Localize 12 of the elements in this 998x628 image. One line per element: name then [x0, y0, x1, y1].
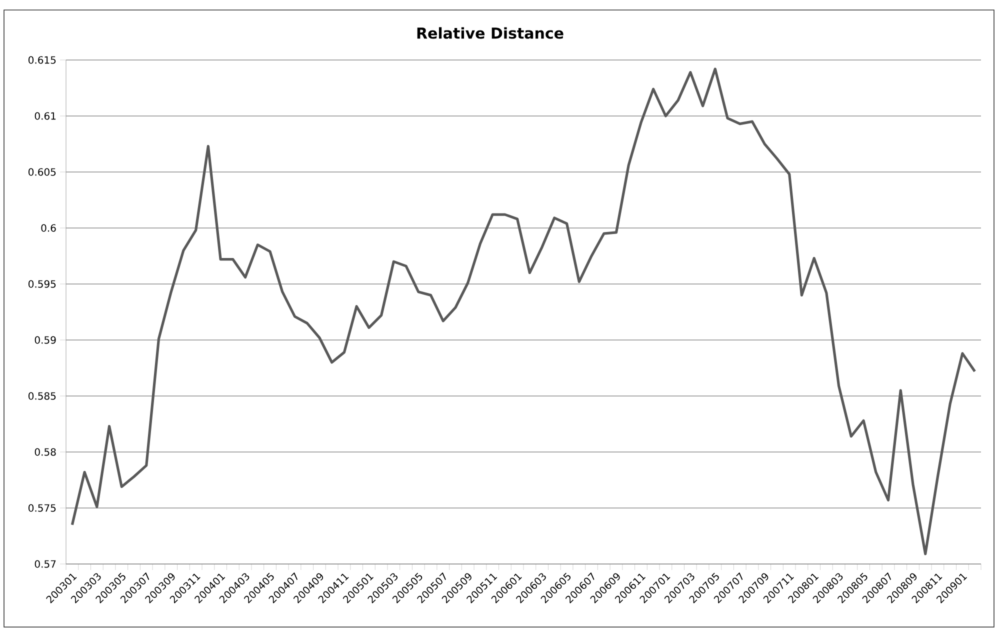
y-tick-label: 0.57	[34, 560, 56, 568]
y-tick-label: 0.58	[34, 448, 56, 456]
chart-title: Relative Distance	[417, 27, 564, 39]
line-series	[70, 68, 976, 556]
y-tick-label: 0.59	[34, 336, 56, 344]
y-tick-label: 0.615	[28, 56, 56, 64]
y-tick-label: 0.6	[41, 224, 56, 232]
y-tick-label: 0.595	[28, 280, 56, 288]
y-tick-label: 0.575	[28, 504, 56, 512]
y-tick-label: 0.585	[28, 392, 56, 400]
y-tick-label: 0.605	[28, 168, 56, 176]
y-tick-label: 0.61	[34, 112, 56, 120]
